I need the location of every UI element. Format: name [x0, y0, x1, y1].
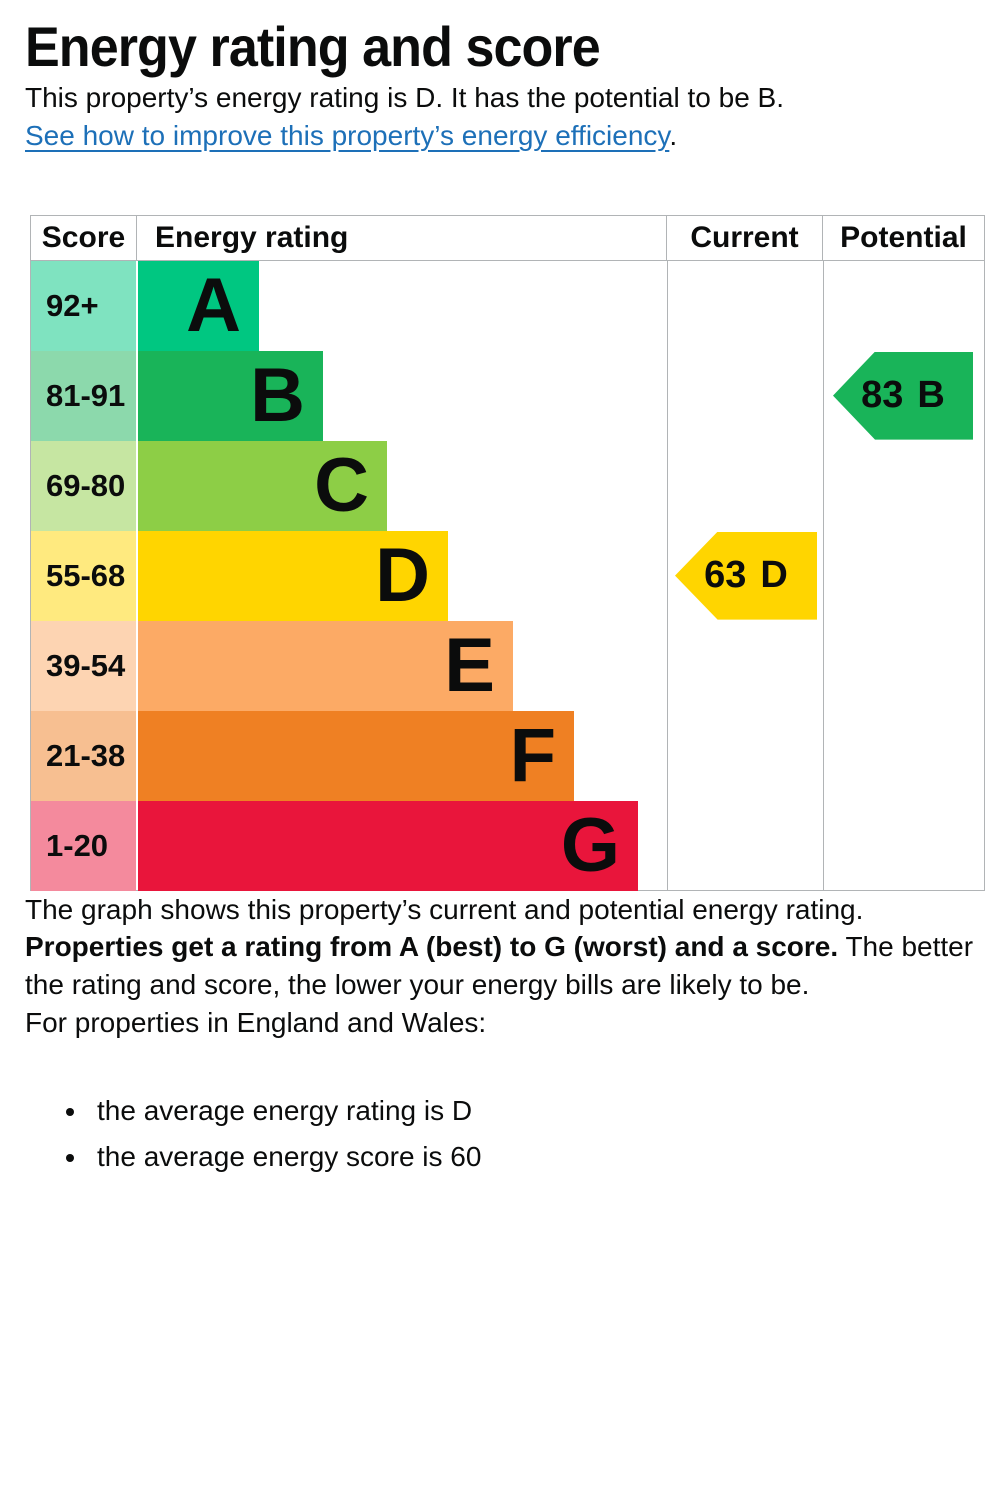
column-header-rating: Energy rating: [155, 220, 349, 254]
potential-letter: B: [917, 374, 945, 417]
epc-band-row-b: 81-91 B: [31, 350, 667, 441]
band-bar-f: F: [138, 710, 574, 801]
band-score-range: 55-68: [31, 530, 136, 621]
epc-band-row-g: 1-20 G: [31, 800, 667, 891]
column-header-potential: Potential: [822, 215, 984, 260]
band-score-range: 92+: [31, 260, 136, 351]
potential-score: 83: [861, 374, 904, 417]
epc-chart-body: 92+ A 81-91 B 69-80 C 55-68 D 39-54 E 21-38 F 1-20 G …: [31, 259, 986, 891]
region-average-item: the average energy score is 60: [89, 1134, 980, 1180]
intro-text: This property’s energy rating is D. It h…: [25, 82, 784, 113]
column-header-score: Score: [31, 215, 137, 260]
column-header-current: Current: [666, 215, 822, 260]
band-score-range: 1-20: [31, 800, 136, 891]
rating-explanation: Properties get a rating from A (best) to…: [25, 928, 980, 1004]
page-title: Energy rating and score: [25, 15, 601, 78]
band-score-range: 69-80: [31, 440, 136, 531]
current-column: 63 D: [667, 260, 823, 891]
band-bar-a: A: [138, 260, 259, 351]
band-bar-g: G: [138, 800, 638, 891]
potential-column: 83 B: [823, 260, 986, 891]
band-bar-b: B: [138, 350, 323, 441]
epc-band-row-a: 92+ A: [31, 260, 667, 351]
epc-chart-header: Score Energy rating Current Potential: [31, 215, 984, 260]
band-bar-c: C: [138, 440, 387, 531]
band-score-range: 39-54: [31, 620, 136, 711]
current-rating-arrow: 63 D: [675, 531, 817, 620]
epc-band-row-e: 39-54 E: [31, 620, 667, 711]
improve-efficiency-link[interactable]: See how to improve this property’s energ…: [25, 119, 670, 151]
band-score-range: 21-38: [31, 710, 136, 801]
graph-caption: The graph shows this property’s current …: [25, 893, 864, 925]
rating-explanation-rest: The better the rating and score, the low…: [25, 931, 974, 1001]
epc-band-row-c: 69-80 C: [31, 440, 667, 531]
epc-band-row-f: 21-38 F: [31, 710, 667, 801]
link-period: .: [669, 119, 678, 151]
page: Energy rating and score This property’s …: [0, 14, 1000, 1210]
current-letter: D: [760, 554, 788, 597]
potential-rating-arrow: 83 B: [833, 351, 973, 440]
current-score: 63: [704, 554, 747, 597]
improve-link-line: See how to improve this property’s energ…: [25, 117, 980, 155]
epc-rating-chart: Score Energy rating Current Potential 92…: [30, 214, 986, 891]
band-bar-d: D: [138, 530, 448, 621]
rating-explanation-bold: Properties get a rating from A (best) to…: [25, 931, 839, 963]
region-average-list: the average energy rating is Dthe averag…: [25, 1088, 980, 1180]
epc-band-row-d: 55-68 D: [31, 530, 667, 621]
band-score-range: 81-91: [31, 350, 136, 441]
region-average-item: the average energy rating is D: [89, 1088, 980, 1134]
region-heading: For properties in England and Wales:: [25, 1006, 487, 1038]
band-bar-e: E: [138, 620, 513, 711]
epc-rows: 92+ A 81-91 B 69-80 C 55-68 D 39-54 E 21-38 F 1-20 G: [31, 260, 667, 891]
